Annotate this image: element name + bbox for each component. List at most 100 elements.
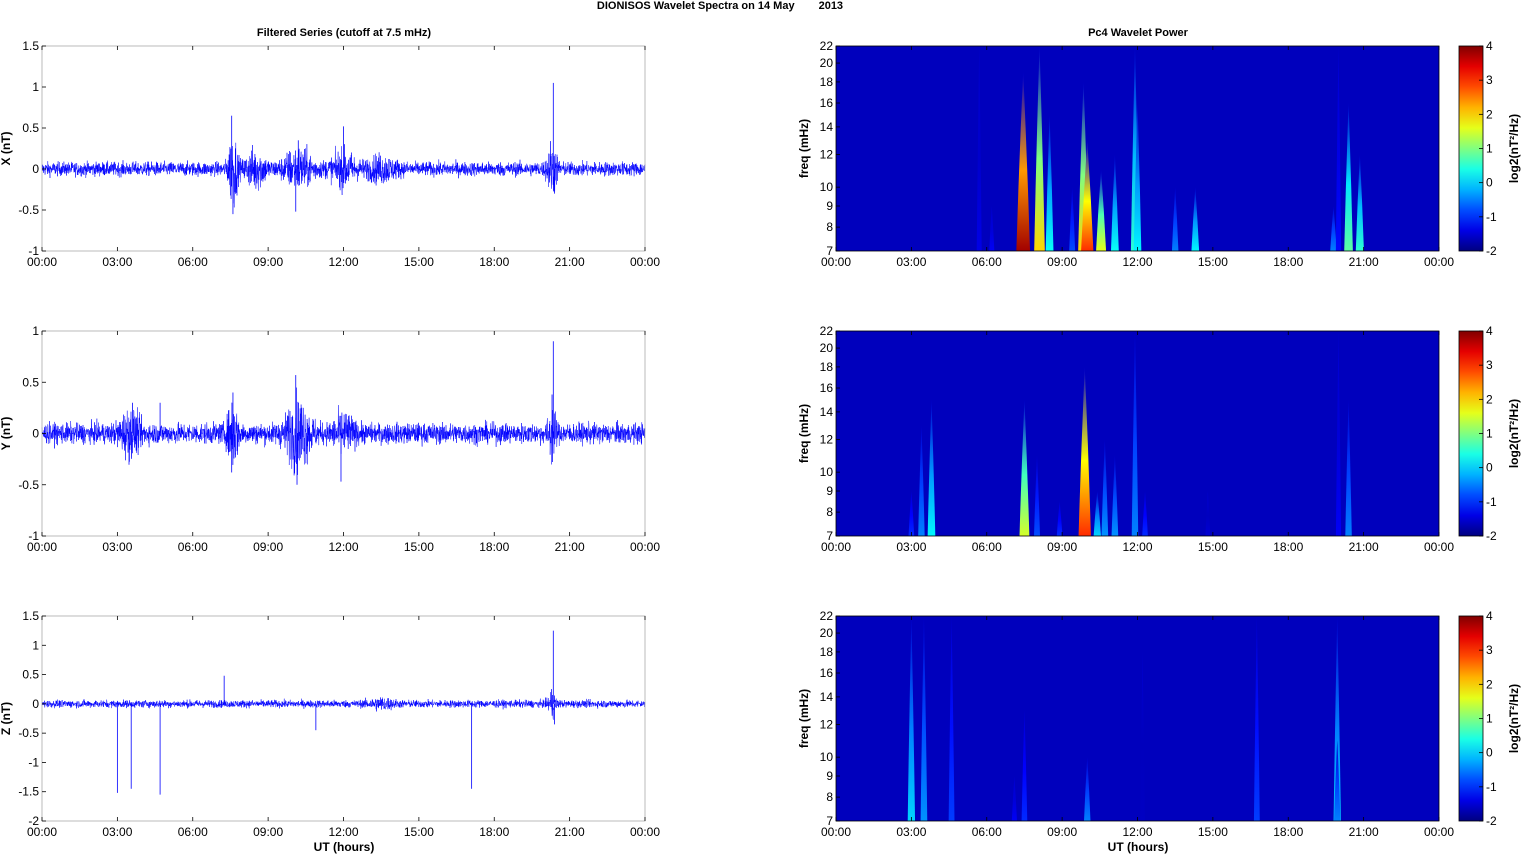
ts-z-ytick-label: 1.5 bbox=[22, 609, 39, 623]
spec-y-colorbar-tick-label: 3 bbox=[1486, 358, 1493, 372]
ts-y-xtick-label: 00:00 bbox=[630, 540, 660, 554]
spec-x-xtick-label: 03:00 bbox=[896, 255, 926, 269]
spec-z-power-event bbox=[907, 616, 916, 821]
ts-x-ytick-label: 0.5 bbox=[22, 121, 39, 135]
spec-x-power-event bbox=[989, 206, 995, 251]
spec-z-power-event bbox=[1140, 651, 1145, 821]
spec-y-xtick-label: 06:00 bbox=[972, 540, 1002, 554]
ts-y-ytick-label: 0.5 bbox=[22, 375, 39, 389]
spec-z-ytick-label: 14 bbox=[820, 690, 834, 704]
spec-x-ytick-label: 8 bbox=[826, 220, 833, 234]
spec-y-xtick-label: 09:00 bbox=[1047, 540, 1077, 554]
spec-x-colorbar-tick-label: 0 bbox=[1486, 176, 1493, 190]
spec-z-ytick-label: 12 bbox=[820, 718, 834, 732]
spec-y-power-event bbox=[908, 491, 915, 536]
spec-y-xtick-label: 00:00 bbox=[821, 540, 851, 554]
spec-y-power-event bbox=[1078, 366, 1091, 536]
spec-x-ytick-label: 7 bbox=[826, 244, 833, 258]
ts-x-xtick-label: 15:00 bbox=[404, 255, 434, 269]
spec-y-colorbar-tick-label: 4 bbox=[1486, 324, 1493, 338]
spec-z-colorbar-tick-label: 3 bbox=[1486, 643, 1493, 657]
spec-z-ytick-label: 18 bbox=[820, 645, 834, 659]
spec-y-colorbar-tick-label: 1 bbox=[1486, 427, 1493, 441]
ts-x-ytick-label: -1 bbox=[28, 244, 39, 258]
spec-z-xtick-label: 18:00 bbox=[1273, 825, 1303, 839]
ts-y-xtick-label: 03:00 bbox=[102, 540, 132, 554]
spec-x-xtick-label: 15:00 bbox=[1198, 255, 1228, 269]
ts-z-ytick-label: -0.5 bbox=[18, 726, 39, 740]
ts-z-ylabel: Z (nT) bbox=[0, 702, 13, 735]
spec-z-ytick-label: 10 bbox=[820, 750, 834, 764]
left-xlabel: UT (hours) bbox=[314, 840, 375, 854]
ts-z-xtick-label: 21:00 bbox=[555, 825, 585, 839]
spec-y-xtick-label: 03:00 bbox=[896, 540, 926, 554]
spec-z-ytick-label: 7 bbox=[826, 814, 833, 828]
spec-x-power-event bbox=[1069, 187, 1076, 251]
spec-z-colorbar-tick-label: 0 bbox=[1486, 746, 1493, 760]
spec-z-xtick-label: 12:00 bbox=[1122, 825, 1152, 839]
spec-y-power-event bbox=[1101, 439, 1109, 536]
ts-z-xtick-label: 09:00 bbox=[253, 825, 283, 839]
spec-y-power-event bbox=[1056, 501, 1063, 536]
ts-x-xtick-label: 12:00 bbox=[328, 255, 358, 269]
spec-z-colorbar-tick-label: 4 bbox=[1486, 609, 1493, 623]
spec-x-colorbar-tick-label: -1 bbox=[1486, 210, 1497, 224]
ts-y-trace bbox=[41, 387, 646, 476]
figure-title: DIONISOS Wavelet Spectra on 14 May 2013 bbox=[597, 0, 843, 12]
spec-y-ytick-label: 12 bbox=[820, 433, 834, 447]
figure-title-year: 2013 bbox=[819, 0, 843, 12]
ts-z-xtick-label: 12:00 bbox=[328, 825, 358, 839]
spec-y-power-event bbox=[1345, 399, 1352, 536]
spec-x-power-event bbox=[1191, 187, 1200, 251]
spec-y-xtick-label: 12:00 bbox=[1122, 540, 1152, 554]
ts-z-ytick-label: -2 bbox=[28, 814, 39, 828]
ts-y-xtick-label: 15:00 bbox=[404, 540, 434, 554]
left-column-title: Filtered Series (cutoff at 7.5 mHz) bbox=[257, 27, 432, 39]
ts-x-xtick-label: 00:00 bbox=[630, 255, 660, 269]
spec-x-power-event bbox=[1081, 140, 1094, 251]
spec-x-ytick-label: 20 bbox=[820, 56, 834, 70]
spec-y-ytick-label: 20 bbox=[820, 341, 834, 355]
spec-y-ytick-label: 18 bbox=[820, 360, 834, 374]
spec-x-xtick-label: 18:00 bbox=[1273, 255, 1303, 269]
ts-y-xtick-label: 09:00 bbox=[253, 540, 283, 554]
ts-y-ytick-label: -1 bbox=[28, 529, 39, 543]
spec-y-power-event bbox=[927, 399, 936, 536]
ts-z-xtick-label: 03:00 bbox=[102, 825, 132, 839]
spec-z-ytick-label: 16 bbox=[820, 666, 834, 680]
spec-z-power-event bbox=[948, 616, 955, 821]
spec-x-colorbar-tick-label: 4 bbox=[1486, 39, 1493, 53]
ts-z-ytick-label: 1 bbox=[32, 638, 39, 652]
spec-z-colorbar-tick-label: 1 bbox=[1486, 712, 1493, 726]
spec-y-ylabel: freq (mHz) bbox=[797, 404, 811, 463]
right-xlabel: UT (hours) bbox=[1108, 840, 1169, 854]
spec-x-power-event bbox=[1355, 154, 1364, 251]
ts-z-xtick-label: 00:00 bbox=[630, 825, 660, 839]
spec-y-power-event bbox=[1111, 455, 1119, 536]
spec-y-ytick-label: 10 bbox=[820, 465, 834, 479]
ts-z-xtick-label: 15:00 bbox=[404, 825, 434, 839]
spec-y-xtick-label: 15:00 bbox=[1198, 540, 1228, 554]
ts-z-xtick-label: 18:00 bbox=[479, 825, 509, 839]
spec-z-ytick-label: 9 bbox=[826, 769, 833, 783]
ts-z-ytick-label: 0.5 bbox=[22, 668, 39, 682]
spec-x-power-event bbox=[1045, 114, 1054, 251]
spec-x-power-event bbox=[1330, 206, 1337, 251]
spec-z-power-event bbox=[1253, 616, 1260, 821]
spec-z-xtick-label: 09:00 bbox=[1047, 825, 1077, 839]
ts-z-xtick-label: 06:00 bbox=[178, 825, 208, 839]
spec-z-ylabel: freq (mHz) bbox=[797, 689, 811, 748]
spec-y-power-event bbox=[1131, 331, 1139, 536]
spec-y-xtick-label: 18:00 bbox=[1273, 540, 1303, 554]
ts-x-ytick-label: 0 bbox=[32, 162, 39, 176]
spec-y-ytick-label: 8 bbox=[826, 505, 833, 519]
spec-x-xtick-label: 06:00 bbox=[972, 255, 1002, 269]
spec-z-power-event bbox=[1333, 616, 1341, 821]
spec-x-xtick-label: 00:00 bbox=[821, 255, 851, 269]
spec-z-colorbar-tick-label: -2 bbox=[1486, 814, 1497, 828]
spec-y-xtick-label: 00:00 bbox=[1424, 540, 1454, 554]
spec-x-ytick-label: 14 bbox=[820, 120, 834, 134]
ts-x-xtick-label: 00:00 bbox=[27, 255, 57, 269]
